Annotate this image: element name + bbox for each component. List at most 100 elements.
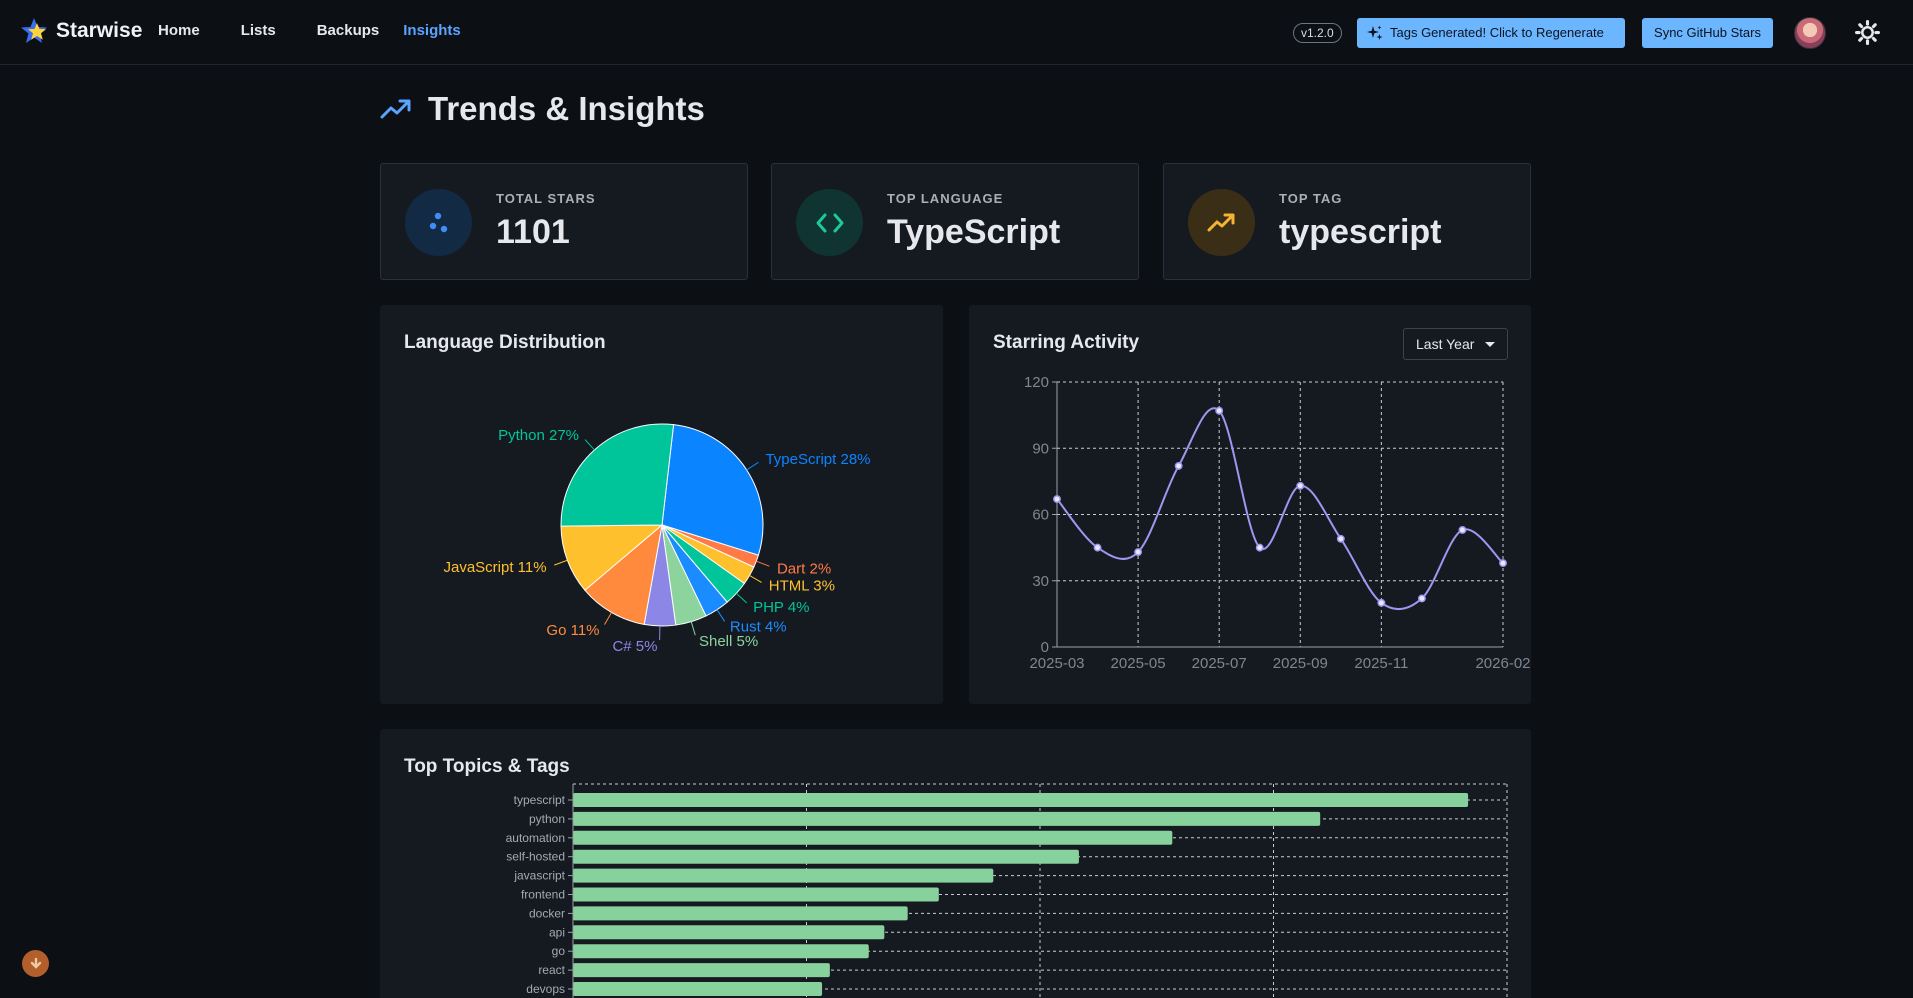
bar-label-frontend: frontend xyxy=(521,888,565,902)
sun-icon[interactable] xyxy=(1855,20,1880,45)
activity-point-2025-05 xyxy=(1134,548,1143,556)
pie-label-html: HTML 3% xyxy=(769,577,835,594)
bar-label-automation: automation xyxy=(506,831,565,845)
bar-label-react: react xyxy=(538,963,565,977)
pie-label-dart: Dart 2% xyxy=(777,560,831,577)
pie-leader-shell xyxy=(690,621,696,636)
bar-devops xyxy=(573,982,823,996)
y-tick-label: 30 xyxy=(1032,573,1049,590)
arrow-down-icon xyxy=(30,957,41,969)
brand-name: Starwise xyxy=(56,19,143,42)
stars-icon-circle xyxy=(405,189,472,256)
topics-bar-chart: typescript python automation self-hosted jav… xyxy=(506,783,1508,998)
language-icon-circle xyxy=(796,189,863,256)
activity-point-2026-02 xyxy=(1499,559,1507,568)
activity-point-2025-07 xyxy=(1215,406,1224,415)
top-tag-label: TOP TAG xyxy=(1279,191,1343,206)
sparkles-icon xyxy=(1367,25,1383,40)
pie-leader-python xyxy=(584,439,595,451)
activity-point-2025-03 xyxy=(1053,495,1061,503)
bar-self-hosted xyxy=(573,849,1079,864)
x-tick-label: 2025-07 xyxy=(1192,655,1247,672)
pie-slice-go xyxy=(584,523,663,625)
sync-github-stars-button[interactable]: Sync GitHub Stars xyxy=(1642,18,1773,48)
nav-lists[interactable]: Lists xyxy=(240,22,276,39)
pie-leader-html xyxy=(749,575,762,583)
nav-backups[interactable]: Backups xyxy=(316,22,380,39)
caret-down-icon xyxy=(1485,342,1495,347)
language-pie-chart: TypeScript 28% Dart 2%HTML 3% PHP 4% Rust 4… xyxy=(443,423,871,655)
y-tick-label: 120 xyxy=(1024,374,1049,391)
tag-icon-circle xyxy=(1188,189,1255,256)
trending-up-icon xyxy=(1207,213,1234,231)
bar-label-python: python xyxy=(529,812,565,826)
pie-leader-php xyxy=(736,592,748,604)
activity-point-2025-08 xyxy=(1255,543,1264,552)
pie-label-javascript: JavaScript 11% xyxy=(443,559,546,576)
pie-leader-javascript xyxy=(554,559,568,566)
pie-label-typescript: TypeScript 28% xyxy=(765,451,870,468)
pie-label-python: Python 27% xyxy=(498,427,579,444)
y-tick-label: 90 xyxy=(1032,440,1049,457)
scroll-down-button[interactable] xyxy=(22,950,49,977)
bar-label-api: api xyxy=(549,925,565,939)
page-title: Trends & Insights xyxy=(428,90,705,127)
activity-line-chart: 0 30 60 90 120 2025-03 2025-05 2025-07 2025-09 20… xyxy=(1024,374,1531,672)
top-topics-panel: Top Topics & Tags typescript python automa… xyxy=(380,729,1531,998)
top-language-card: TOP LANGUAGE TypeScript xyxy=(771,163,1139,280)
activity-point-2025-12 xyxy=(1417,594,1426,603)
activity-point-2025-06 xyxy=(1174,461,1183,470)
bar-go xyxy=(573,944,869,959)
activity-point-2026-01 xyxy=(1458,526,1467,534)
bar-label-typescript: typescript xyxy=(514,793,566,807)
y-tick-label: 0 xyxy=(1041,639,1049,656)
bar-api xyxy=(573,925,885,940)
total-stars-value: 1101 xyxy=(496,213,570,251)
bar-frontend xyxy=(573,887,939,902)
top-tag-value: typescript xyxy=(1279,213,1442,251)
bar-docker xyxy=(573,906,908,921)
pie-leader-rust xyxy=(716,609,726,622)
x-tick-label: 2026-02 xyxy=(1475,655,1530,672)
time-range-dropdown[interactable]: Last Year xyxy=(1403,328,1508,360)
bar-automation xyxy=(573,830,1173,845)
bar-label-go: go xyxy=(552,944,566,958)
pie-slice-javascript xyxy=(560,524,664,591)
trending-up-icon xyxy=(380,99,411,119)
bar-label-docker: docker xyxy=(529,906,565,920)
code-icon xyxy=(816,213,843,232)
dots-icon xyxy=(429,212,447,232)
pie-label-rust: Rust 4% xyxy=(730,618,787,635)
bar-label-self-hosted: self-hosted xyxy=(506,850,565,864)
pie-leader-dart xyxy=(756,560,770,567)
time-range-value: Last Year xyxy=(1416,336,1475,352)
nav-links: Home Lists Backups Insights xyxy=(158,22,461,39)
nav-home[interactable]: Home xyxy=(158,22,200,39)
starring-activity-title: Starring Activity xyxy=(993,332,1140,353)
avatar[interactable] xyxy=(1794,17,1826,49)
top-tag-card: TOP TAG typescript xyxy=(1163,163,1531,280)
version-badge: v1.2.0 xyxy=(1293,23,1342,43)
activity-point-2025-11 xyxy=(1377,598,1386,607)
pie-label-go: Go 11% xyxy=(546,622,599,639)
bar-typescript xyxy=(573,793,1469,807)
regenerate-tags-label: Tags Generated! Click to Regenerate xyxy=(1390,25,1604,40)
navbar: Starwise Home Lists Backups Insights v1.… xyxy=(0,0,1913,65)
total-stars-label: TOTAL STARS xyxy=(496,191,596,206)
bar-javascript xyxy=(573,868,994,883)
top-topics-title: Top Topics & Tags xyxy=(404,756,570,777)
starwise-logo-icon xyxy=(21,18,47,43)
pie-leader-go xyxy=(604,612,612,625)
x-tick-label: 2025-05 xyxy=(1111,655,1166,672)
regenerate-tags-button[interactable]: Tags Generated! Click to Regenerate xyxy=(1357,18,1625,48)
brand[interactable]: Starwise xyxy=(20,17,142,45)
pie-label-shell: Shell 5% xyxy=(699,633,758,650)
bar-python xyxy=(573,811,1321,826)
language-distribution-panel: Language Distribution TypeScript 28% Dart… xyxy=(380,305,943,704)
activity-point-2025-04 xyxy=(1093,543,1102,552)
top-language-label: TOP LANGUAGE xyxy=(887,191,1004,206)
activity-series-line xyxy=(1056,407,1504,611)
pie-slice-python xyxy=(560,423,675,527)
nav-insights[interactable]: Insights xyxy=(403,22,461,39)
x-tick-label: 2025-11 xyxy=(1354,655,1408,672)
